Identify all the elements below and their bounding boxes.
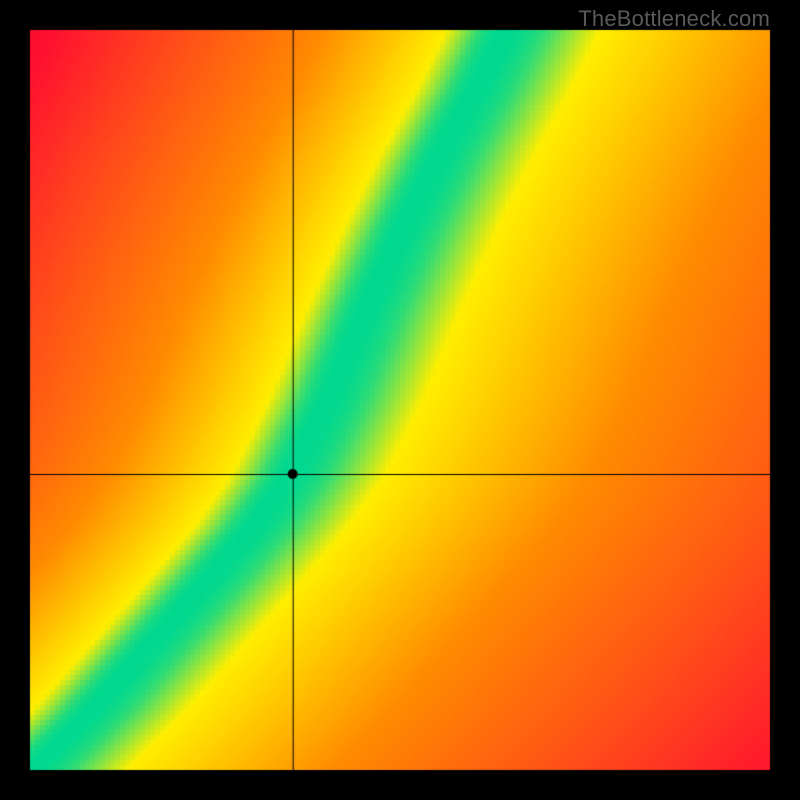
heatmap-canvas: [0, 0, 800, 800]
watermark-text: TheBottleneck.com: [578, 6, 770, 32]
chart-container: TheBottleneck.com: [0, 0, 800, 800]
